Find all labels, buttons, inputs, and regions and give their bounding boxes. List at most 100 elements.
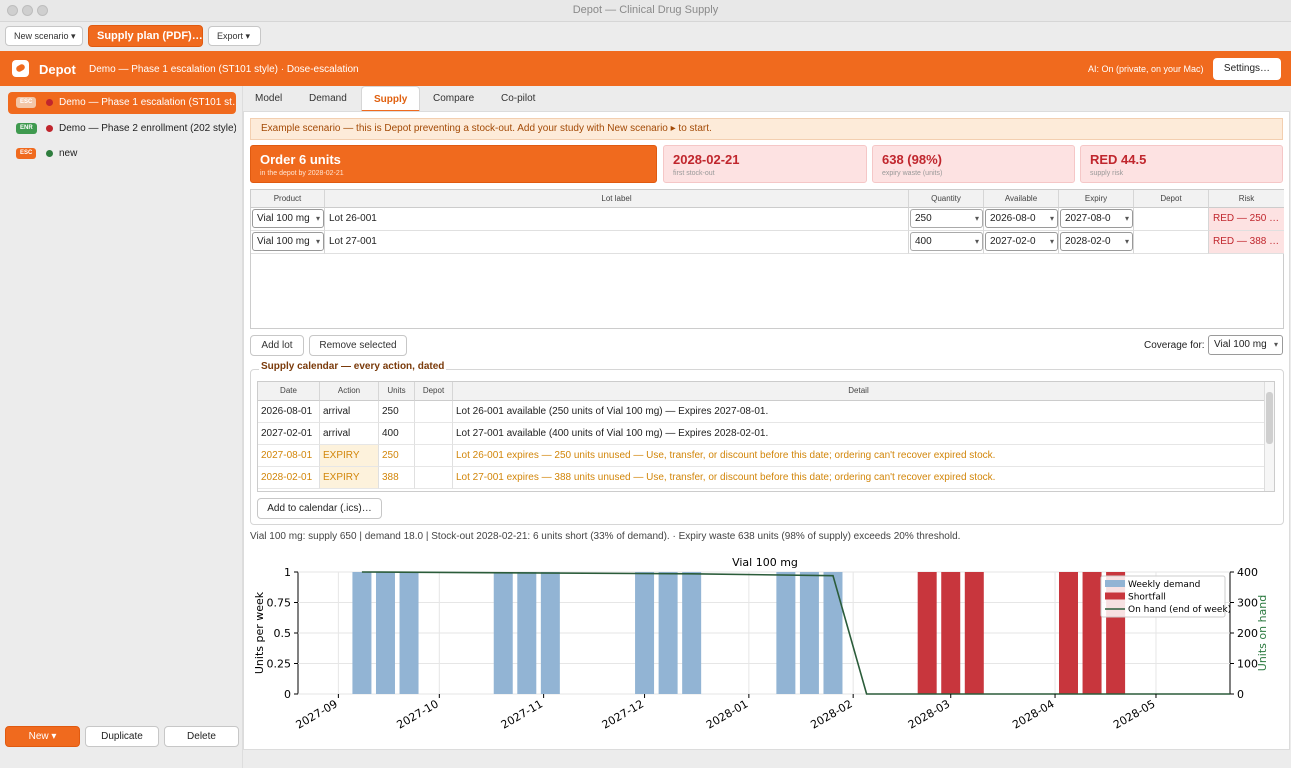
supply-plan-pdf-button[interactable]: Supply plan (PDF)… bbox=[88, 25, 203, 47]
product-select[interactable]: Vial 100 mg bbox=[252, 232, 324, 251]
calendar-date: 2027-08-01 bbox=[258, 445, 320, 467]
settings-button[interactable]: Settings… bbox=[1213, 58, 1281, 80]
export-button[interactable]: Export ▾ bbox=[208, 26, 261, 46]
supply-calendar-table: Date Action Units Depot Detail 2026-08-0… bbox=[257, 381, 1275, 492]
tab-model[interactable]: Model bbox=[255, 93, 283, 104]
demand-bar bbox=[540, 572, 560, 694]
available-date-select[interactable]: 2027-02-0 bbox=[985, 232, 1058, 251]
scenario-item[interactable]: ESC Demo — Phase 1 escalation (ST101 st… bbox=[8, 92, 236, 114]
column-header[interactable]: Depot bbox=[415, 382, 453, 401]
scenario-badge: ENR bbox=[16, 123, 37, 134]
tab-co-pilot[interactable]: Co-pilot bbox=[501, 93, 536, 104]
shortfall-bar bbox=[917, 572, 937, 694]
card-value: 2028-02-21 bbox=[673, 152, 740, 167]
delete-button[interactable]: Delete bbox=[164, 726, 239, 747]
calendar-depot bbox=[415, 467, 453, 489]
calendar-action: arrival bbox=[320, 401, 379, 423]
calendar-action: EXPIRY bbox=[320, 445, 379, 467]
calendar-scrollbar[interactable] bbox=[1264, 382, 1274, 491]
column-header[interactable]: Expiry bbox=[1059, 190, 1134, 208]
scenario-item[interactable]: ENR Demo — Phase 2 enrollment (202 style… bbox=[8, 118, 236, 140]
scrollbar-thumb[interactable] bbox=[1266, 392, 1273, 444]
product-cell[interactable]: Vial 100 mg bbox=[251, 208, 325, 231]
risk-dot-icon bbox=[46, 99, 53, 106]
demand-bar bbox=[823, 572, 843, 694]
demand-bar bbox=[399, 572, 419, 694]
quantity-stepper[interactable]: 250 bbox=[910, 209, 983, 228]
column-header[interactable]: Depot bbox=[1134, 190, 1209, 208]
tab-compare[interactable]: Compare bbox=[433, 93, 475, 104]
depot-cell[interactable] bbox=[1134, 231, 1209, 254]
y2-tick-label: 0 bbox=[1237, 688, 1244, 701]
column-header[interactable]: Lot label bbox=[325, 190, 909, 208]
window-titlebar: Depot — Clinical Drug Supply bbox=[0, 0, 1291, 22]
lot-label-cell[interactable]: Lot 27-001 bbox=[325, 231, 909, 254]
depot-logo-icon bbox=[12, 60, 29, 77]
x-tick-label: 2028-05 bbox=[1111, 697, 1157, 731]
zoom-window-button[interactable] bbox=[37, 5, 48, 16]
calendar-detail: Lot 26-001 expires — 250 units unused — … bbox=[453, 445, 1265, 467]
calendar-date: 2026-08-01 bbox=[258, 401, 320, 423]
available-cell[interactable]: 2026-08-0 bbox=[984, 208, 1059, 231]
available-cell[interactable]: 2027-02-0 bbox=[984, 231, 1059, 254]
remove-selected-button[interactable]: Remove selected bbox=[309, 335, 407, 356]
toolbar: New scenario ▾ Supply plan (PDF)… Export… bbox=[0, 22, 1291, 51]
column-header[interactable]: Product bbox=[251, 190, 325, 208]
calendar-date: 2028-02-01 bbox=[258, 467, 320, 489]
coverage-select[interactable]: Vial 100 mg bbox=[1208, 335, 1283, 355]
new-scenario-menu-button[interactable]: New ▾ bbox=[5, 726, 80, 747]
quantity-cell[interactable]: 250 bbox=[909, 208, 984, 231]
lot-label-cell[interactable]: Lot 26-001 bbox=[325, 208, 909, 231]
expiry-waste-card: 638 (98%) expiry waste (units) bbox=[872, 145, 1075, 183]
add-lot-button[interactable]: Add lot bbox=[250, 335, 304, 356]
column-header[interactable]: Risk bbox=[1209, 190, 1284, 208]
column-header[interactable]: Date bbox=[258, 382, 320, 401]
depot-cell[interactable] bbox=[1134, 208, 1209, 231]
product-select[interactable]: Vial 100 mg bbox=[252, 209, 324, 228]
column-header[interactable]: Detail bbox=[453, 382, 1265, 401]
x-tick-label: 2027-09 bbox=[294, 697, 340, 731]
quantity-cell[interactable]: 400 bbox=[909, 231, 984, 254]
scenario-item[interactable]: ESC new bbox=[8, 143, 236, 165]
product-cell[interactable]: Vial 100 mg bbox=[251, 231, 325, 254]
x-tick-label: 2027-12 bbox=[600, 697, 646, 731]
column-header[interactable]: Quantity bbox=[909, 190, 984, 208]
quantity-stepper[interactable]: 400 bbox=[910, 232, 983, 251]
calendar-units: 388 bbox=[379, 467, 415, 489]
x-tick-label: 2028-03 bbox=[906, 697, 952, 731]
demand-bar bbox=[776, 572, 796, 694]
column-header[interactable]: Available bbox=[984, 190, 1059, 208]
duplicate-button[interactable]: Duplicate bbox=[85, 726, 159, 747]
column-header[interactable]: Units bbox=[379, 382, 415, 401]
calendar-detail: Lot 26-001 available (250 units of Vial … bbox=[453, 401, 1265, 423]
coverage-summary: Vial 100 mg: supply 650 | demand 18.0 | … bbox=[250, 531, 961, 542]
close-window-button[interactable] bbox=[7, 5, 18, 16]
card-value: Order 6 units bbox=[260, 152, 341, 167]
expiry-date-select[interactable]: 2027-08-0 bbox=[1060, 209, 1133, 228]
expiry-cell[interactable]: 2027-08-0 bbox=[1059, 208, 1134, 231]
expiry-cell[interactable]: 2028-02-0 bbox=[1059, 231, 1134, 254]
scenario-label: Demo — Phase 1 escalation (ST101 st… bbox=[59, 97, 236, 108]
app-header: Depot Demo — Phase 1 escalation (ST101 s… bbox=[0, 51, 1291, 86]
tab-supply[interactable]: Supply bbox=[361, 86, 421, 112]
column-header[interactable]: Action bbox=[320, 382, 379, 401]
calendar-depot bbox=[415, 401, 453, 423]
minimize-window-button[interactable] bbox=[22, 5, 33, 16]
card-caption: supply risk bbox=[1090, 170, 1124, 177]
x-tick-label: 2027-11 bbox=[499, 697, 545, 731]
breadcrumb: Demo — Phase 1 escalation (ST101 style) … bbox=[89, 64, 359, 75]
tab-demand[interactable]: Demand bbox=[309, 93, 347, 104]
demand-bar bbox=[352, 572, 372, 694]
legend-label: Shortfall bbox=[1128, 593, 1166, 603]
legend-box bbox=[1100, 575, 1226, 618]
scenario-label: new bbox=[59, 148, 78, 159]
calendar-depot bbox=[415, 423, 453, 445]
add-to-calendar-button[interactable]: Add to calendar (.ics)… bbox=[257, 498, 382, 519]
new-scenario-button[interactable]: New scenario ▾ bbox=[5, 26, 83, 46]
y2-tick-label: 100 bbox=[1237, 658, 1258, 671]
y-axis-label: Units per week bbox=[253, 591, 266, 674]
calendar-date: 2027-02-01 bbox=[258, 423, 320, 445]
expiry-date-select[interactable]: 2028-02-0 bbox=[1060, 232, 1133, 251]
available-date-select[interactable]: 2026-08-0 bbox=[985, 209, 1058, 228]
y-tick-label: 0.5 bbox=[274, 627, 292, 640]
